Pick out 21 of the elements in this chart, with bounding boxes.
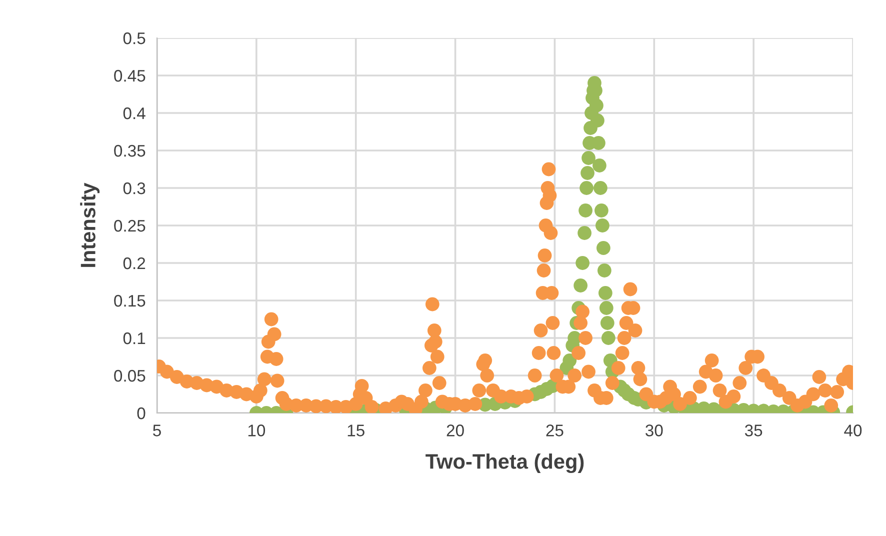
x-tick-label: 10: [248, 424, 266, 436]
x-tick-label: 20: [446, 424, 464, 436]
y-tick-label: 0.05: [114, 370, 146, 382]
y-tick-label: 0.3: [123, 182, 146, 194]
y-tick-label: 0: [137, 407, 146, 420]
y-tick-label: 0.4: [123, 107, 146, 120]
y-tick-label: 0.1: [123, 332, 146, 344]
x-tick-label: 25: [546, 424, 564, 436]
x-tick-label: 5: [153, 424, 161, 436]
y-axis-title: Intensity: [80, 182, 100, 267]
x-axis-title: Two-Theta (deg): [426, 454, 584, 474]
x-tick-label: 40: [844, 424, 862, 436]
x-tick-label: 15: [348, 424, 364, 436]
y-tick-label: 0.5: [123, 32, 146, 44]
y-tick-label: 0.25: [114, 220, 146, 232]
y-tick-label: 0.35: [114, 144, 146, 157]
x-tick-label: 30: [646, 424, 663, 436]
y-tick-label: 0.45: [114, 70, 146, 82]
x-tick-label: 35: [744, 424, 762, 436]
y-tick-label: 0.15: [114, 294, 146, 307]
y-tick-label: 0.2: [123, 257, 146, 270]
